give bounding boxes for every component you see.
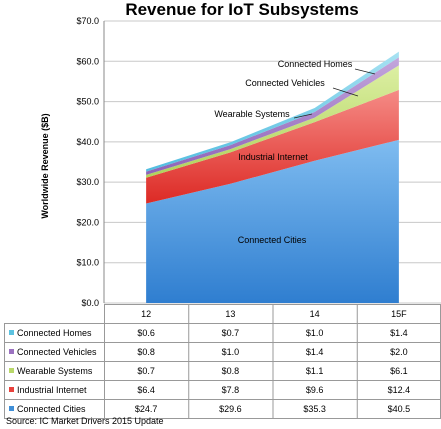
area-industrial-internet (146, 89, 399, 204)
table-cell: $0.8 (137, 347, 155, 357)
table-row-label: Connected Homes (17, 328, 92, 338)
y-axis: $0.0 $10.0 $20.0 $30.0 $40.0 $50.0 $60.0 $70.0 (76, 16, 105, 308)
legend-swatch (9, 387, 14, 392)
y-axis-label: Worldwide Revenue ($B) (40, 113, 50, 218)
table-cell: $35.3 (303, 404, 326, 414)
area-label-industrial-internet: Industrial Internet (238, 152, 308, 162)
table-cell: $24.7 (135, 404, 158, 414)
table-cell: $2.0 (390, 347, 408, 357)
table-cell: $1.0 (306, 328, 324, 338)
table-cell: $0.7 (137, 366, 155, 376)
y-tick-label: $60.0 (76, 56, 99, 66)
area-labels: Connected Homes Connected Vehicles Wearabl… (214, 59, 376, 245)
area-connected-cities (146, 139, 399, 303)
table-cell: $29.6 (219, 404, 242, 414)
data-table: 12 13 14 15F Connected Homes $0.6 $0.7 $1.0 $1.4… (4, 304, 441, 419)
stacked-areas (146, 51, 399, 303)
legend-swatch (9, 368, 14, 373)
table-cell: $40.5 (388, 404, 411, 414)
table-cell: $0.7 (222, 328, 240, 338)
table-cell: $1.4 (306, 347, 324, 357)
leader-line (293, 113, 313, 119)
y-tick-label: $70.0 (76, 16, 99, 26)
area-label-connected-vehicles: Connected Vehicles (245, 78, 325, 88)
table-row-label: Wearable Systems (17, 366, 93, 376)
x-tick-label: 14 (310, 309, 320, 319)
leader-line (354, 68, 376, 75)
y-tick-label: $50.0 (76, 97, 99, 107)
y-tick-label: $30.0 (76, 177, 99, 187)
leader-line (332, 87, 359, 97)
legend-swatch (9, 330, 14, 335)
chart-title: Revenue for IoT Subsystems (125, 0, 358, 19)
source-note: Source: IC Market Drivers 2015 Update (6, 416, 164, 426)
x-tick-label: 13 (225, 309, 235, 319)
table-cell: $9.6 (306, 385, 324, 395)
legend-swatch (9, 406, 14, 411)
y-tick-label: $0.0 (81, 298, 99, 308)
table-cell: $0.8 (222, 366, 240, 376)
table-cell: $1.0 (222, 347, 240, 357)
x-tick-label: 12 (141, 309, 151, 319)
table-row-label: Connected Vehicles (17, 347, 97, 357)
area-label-connected-homes: Connected Homes (278, 59, 353, 69)
table-cell: $6.1 (390, 366, 408, 376)
table-cell: $1.4 (390, 328, 408, 338)
legend-swatch (9, 349, 14, 354)
table-row-label: Connected Cities (17, 404, 86, 414)
y-tick-label: $40.0 (76, 137, 99, 147)
table-cell: $12.4 (388, 385, 411, 395)
area-label-wearable-systems: Wearable Systems (214, 109, 290, 119)
table-cell: $7.8 (222, 385, 240, 395)
table-cell: $0.6 (137, 328, 155, 338)
area-label-connected-cities: Connected Cities (238, 235, 307, 245)
table-cell: $1.1 (306, 366, 324, 376)
y-tick-label: $20.0 (76, 217, 99, 227)
table-cell: $6.4 (137, 385, 155, 395)
table-row-label: Industrial Internet (17, 385, 87, 395)
x-tick-label: 15F (391, 309, 407, 319)
y-tick-label: $10.0 (76, 258, 99, 268)
